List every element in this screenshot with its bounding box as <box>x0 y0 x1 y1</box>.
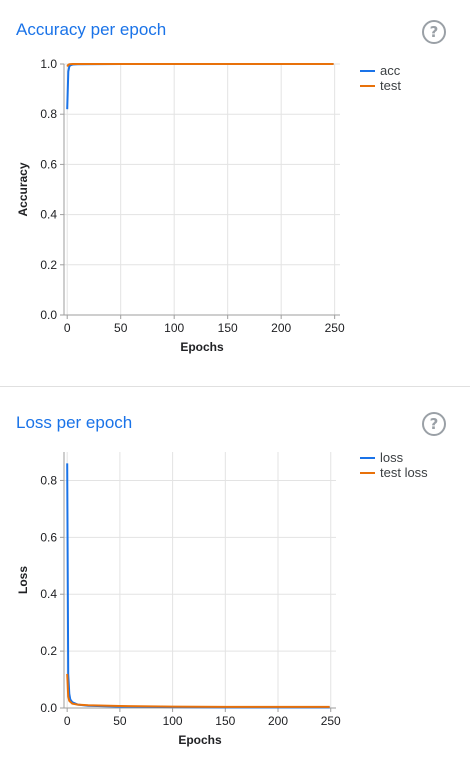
y-tick-label: 0.6 <box>40 530 57 544</box>
legend-item-test[interactable]: test <box>360 78 401 93</box>
y-tick-label: 0.4 <box>40 587 57 601</box>
legend-label: test loss <box>380 465 428 480</box>
accuracy-card: Accuracy per epoch ? acc test 0 50 100 150 2… <box>16 20 446 354</box>
loss-card: Loss per epoch ? loss test loss 0 50 100 15… <box>0 387 470 762</box>
x-tick-label: 200 <box>268 714 288 728</box>
y-tick-label: 0.8 <box>40 473 57 487</box>
legend-item-test-loss[interactable]: test loss <box>360 465 428 480</box>
series-line-loss <box>66 463 330 709</box>
chart-title: Accuracy per epoch <box>16 20 167 39</box>
x-tick-label: 250 <box>325 321 345 335</box>
series-line-test <box>66 63 334 68</box>
y-tick-label: 0.2 <box>40 258 57 272</box>
y-axis-title: Accuracy <box>16 162 30 216</box>
x-tick-label: 0 <box>64 321 71 335</box>
accuracy-chart: 0 50 100 150 200 250 0.0 0.2 0.4 0.6 0.8 1.0 Epochs A… <box>16 57 345 354</box>
question-circle-icon[interactable]: ? <box>422 412 446 436</box>
y-tick-label: 0.6 <box>40 157 57 171</box>
question-circle-icon[interactable]: ? <box>422 20 446 44</box>
y-tick-label: 0.8 <box>40 107 57 121</box>
y-axis-title: Loss <box>16 566 30 594</box>
legend-swatch <box>360 471 375 474</box>
legend-item-loss[interactable]: loss <box>360 450 428 465</box>
x-axis-title: Epochs <box>180 340 224 354</box>
series-line-acc <box>66 63 334 110</box>
x-tick-label: 100 <box>164 321 184 335</box>
x-axis-title: Epochs <box>178 733 222 747</box>
x-tick-label: 0 <box>64 714 71 728</box>
y-tick-label: 0.0 <box>40 701 57 715</box>
y-tick-label: 1.0 <box>40 57 57 71</box>
chart-legend: loss test loss <box>360 450 428 480</box>
chart-legend: acc test <box>360 63 401 93</box>
x-tick-label: 100 <box>163 714 183 728</box>
legend-item-acc[interactable]: acc <box>360 63 401 78</box>
x-tick-label: 150 <box>218 321 238 335</box>
x-tick-label: 200 <box>271 321 291 335</box>
series-line-test-loss <box>66 673 330 708</box>
y-tick-label: 0.0 <box>40 308 57 322</box>
y-tick-label: 0.2 <box>40 644 57 658</box>
divider <box>0 386 470 387</box>
x-tick-label: 50 <box>114 321 128 335</box>
legend-label: acc <box>380 63 401 78</box>
legend-label: test <box>380 78 401 93</box>
loss-chart: 0 50 100 150 200 250 0.0 0.2 0.4 0.6 0.8 Epochs Loss <box>16 452 341 747</box>
x-tick-label: 250 <box>321 714 341 728</box>
legend-swatch <box>360 456 375 459</box>
x-tick-label: 50 <box>113 714 127 728</box>
legend-label: loss <box>380 450 404 465</box>
legend-swatch <box>360 84 375 87</box>
y-tick-label: 0.4 <box>40 208 57 222</box>
chart-title: Loss per epoch <box>16 413 133 432</box>
legend-swatch <box>360 69 375 72</box>
x-tick-label: 150 <box>215 714 235 728</box>
